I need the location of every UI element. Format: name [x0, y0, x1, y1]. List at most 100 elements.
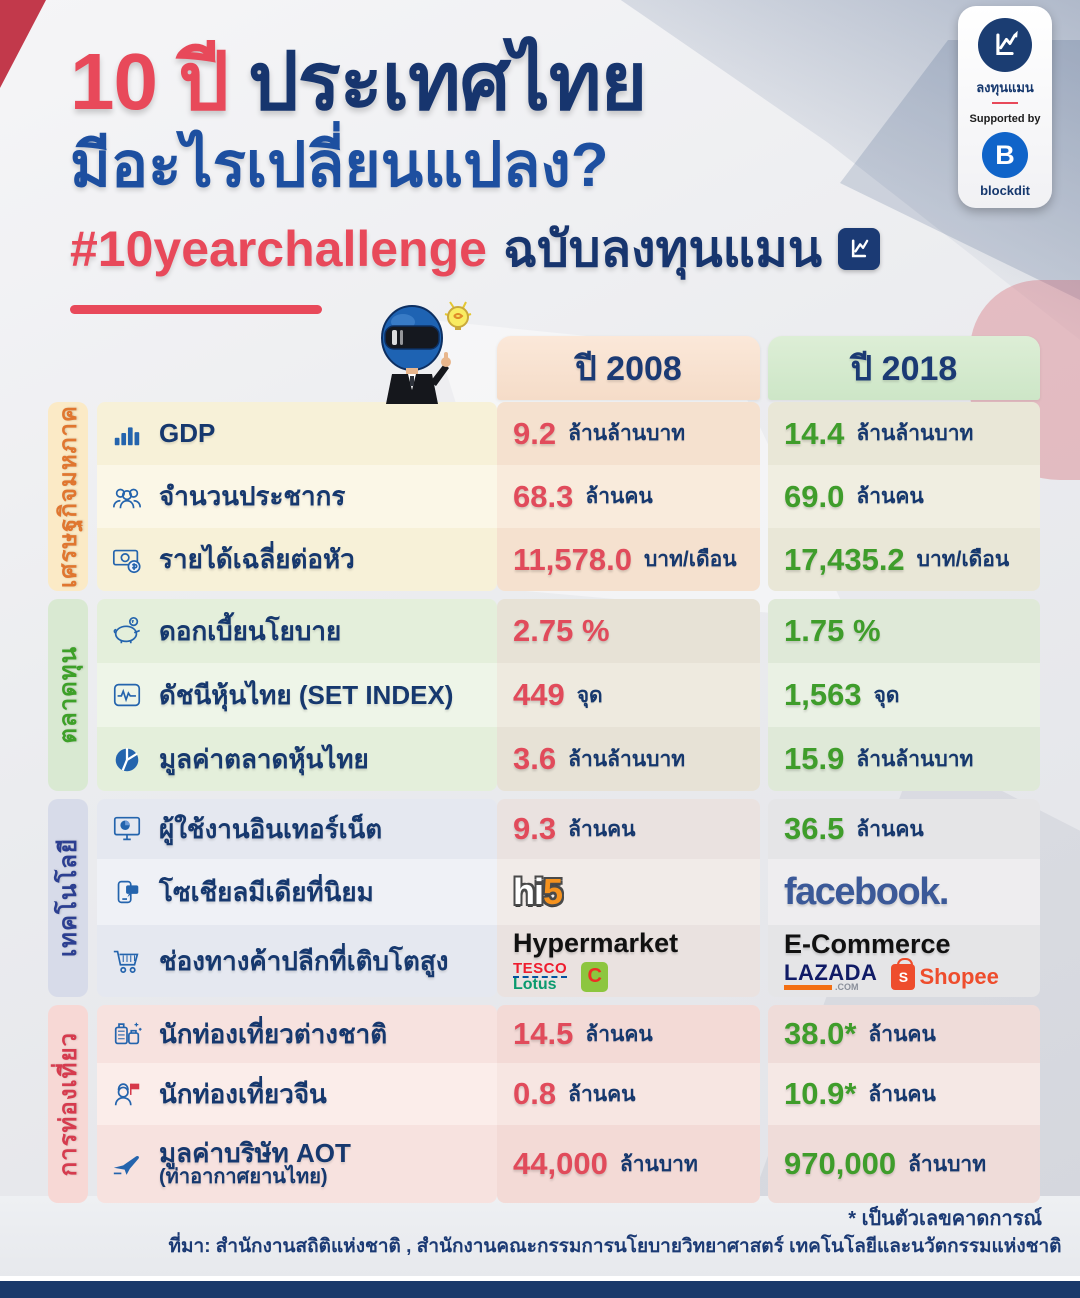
- value-2018: 1.75 %: [784, 613, 881, 648]
- unit-2008: ล้านล้านบาท: [568, 422, 686, 445]
- value-2008: 9.2: [513, 415, 557, 451]
- airplane-icon: [109, 1146, 145, 1182]
- row-label-sub: (ท่าอากาศยานไทย): [159, 1166, 328, 1189]
- value-2008: 9.3: [513, 811, 557, 846]
- unit-2018: จุด: [873, 683, 900, 707]
- lazada-logo-text: LAZADA: [784, 959, 878, 985]
- row-label: รายได้เฉลี่ยต่อหัว: [159, 544, 355, 575]
- unit-2018: ล้านคน: [868, 1082, 936, 1106]
- value-2018: 69.0: [784, 478, 845, 514]
- value-2018: 15.9: [784, 741, 845, 776]
- value-2008: 44,000: [513, 1146, 608, 1181]
- estimate-footnote: * เป็นตัวเลขคาดการณ์: [848, 1208, 1042, 1230]
- row-label: มูลค่าตลาดหุ้นไทย: [159, 743, 369, 774]
- lazada-com-text: .COM: [835, 982, 859, 993]
- row-label: GDP: [159, 418, 216, 449]
- table-row-set-index: ดัชนีหุ้นไทย (SET INDEX) 449 จุด 1,563 จุด: [97, 663, 1040, 727]
- row-label: โซเชียลมีเดียที่นิยม: [159, 876, 374, 907]
- row-label-main: มูลค่าบริษัท AOT: [159, 1138, 351, 1169]
- value-2018: 14.4: [784, 415, 845, 451]
- section-technology: เทคโนโลยี ผู้ใช้งานอินเทอร์เน็ต 9.3 ล้านค…: [48, 799, 1040, 997]
- publisher-badge: ลงทุนแมน Supported by B blockdit: [958, 6, 1052, 208]
- section-tourism: การท่องเที่ยว นักท่องเที่ยวต่างชาติ 14.5…: [48, 1005, 1040, 1203]
- value-2008: 449: [513, 677, 565, 712]
- value-2008: 68.3: [513, 478, 574, 514]
- hi5-logo-5: 5: [543, 871, 563, 912]
- shopee-logo: S Shopee: [891, 957, 999, 990]
- facebook-logo: facebook.: [784, 870, 949, 913]
- section-label-capital-market: ตลาดทุน: [48, 599, 88, 791]
- title-line3: #10yearchallenge ฉบับลงทุนแมน: [70, 210, 881, 289]
- table-row-income: รายได้เฉลี่ยต่อหัว 11,578.0 บาท/เดือน 17,…: [97, 528, 1040, 591]
- population-icon: [109, 479, 145, 515]
- tesco-lotus-logo: TESCO Lotus: [513, 959, 568, 994]
- blockdit-logo-icon: B: [982, 132, 1028, 178]
- longtunman-mascot: [372, 294, 478, 406]
- title-underline: [70, 304, 322, 314]
- section-label-text: การท่องเที่ยว: [54, 1031, 82, 1177]
- unit-2018: ล้านล้านบาท: [856, 422, 974, 445]
- unit-2018: ล้านคน: [868, 1022, 936, 1046]
- unit-2008: ล้านคน: [585, 1022, 653, 1046]
- row-label: ช่องทางค้าปลีกที่เติบโตสูง: [159, 945, 449, 976]
- row-label: ผู้ใช้งานอินเทอร์เน็ต: [159, 813, 383, 844]
- unit-2008: ล้านบาท: [619, 1152, 698, 1176]
- value-2008: 3.6: [513, 741, 557, 776]
- table-row-social-media: โซเชียลมีเดียที่นิยม hi5 facebook.: [97, 859, 1040, 925]
- bottom-navy-bar: [0, 1281, 1080, 1298]
- table-row-chinese-tourists: นักท่องเที่ยวจีน 0.8 ล้านคน 10.9* ล้านคน: [97, 1063, 1040, 1125]
- row-label: ดอกเบี้ยนโยบาย: [159, 615, 342, 646]
- section-label-macro-economy: เศรษฐกิจมหภาค: [48, 402, 88, 591]
- ecommerce-label: E-Commerce: [784, 928, 951, 959]
- hypermarket-label: Hypermarket: [513, 927, 679, 958]
- lazada-orange-bar: [784, 984, 832, 990]
- unit-2018: ล้านบาท: [908, 1152, 987, 1176]
- brand-name: ลงทุนแมน: [976, 80, 1034, 95]
- table-row-foreign-tourists: นักท่องเที่ยวต่างชาติ 14.5 ล้านคน 38.0* ล้…: [97, 1005, 1040, 1063]
- table-row-market-cap: มูลค่าตลาดหุ้นไทย 3.6 ล้านล้านบาท 15.9 ล้า…: [97, 727, 1040, 791]
- row-label: นักท่องเที่ยวต่างชาติ: [159, 1018, 388, 1049]
- table-header: ปี 2008 ปี 2018: [497, 336, 1040, 400]
- title-thailand: ประเทศไทย: [248, 37, 647, 126]
- title-line1: 10 ปี ประเทศไทย: [70, 37, 880, 126]
- unit-2008: ล้านล้านบาท: [568, 747, 686, 771]
- section-label-text: เทคโนโลยี: [54, 838, 82, 958]
- value-2018: 1,563: [784, 677, 862, 712]
- section-label-tourism: การท่องเที่ยว: [48, 1005, 88, 1203]
- hi5-logo-hi: hi: [513, 871, 544, 912]
- unit-2018: ล้านคน: [856, 485, 924, 508]
- shopee-logo-text: Shopee: [919, 963, 999, 989]
- chinese-tourist-icon: [109, 1076, 145, 1112]
- row-label: มูลค่าบริษัท AOT (ท่าอากาศยานไทย): [159, 1139, 351, 1189]
- title-line2: มีอะไรเปลี่ยนแปลง?: [70, 130, 609, 200]
- value-2018: 38.0*: [784, 1016, 857, 1051]
- section-label-text: เศรษฐกิจมหภาค: [54, 405, 82, 588]
- value-2018: 17,435.2: [784, 541, 905, 577]
- table-row-retail-channel: ช่องทางค้าปลีกที่เติบโตสูง Hypermarket T…: [97, 925, 1040, 997]
- section-capital-market: ตลาดทุน ดอกเบี้ยนโยบาย 2.75 % 1.75 % ดัช…: [48, 599, 1040, 791]
- bar-chart-icon: [109, 416, 145, 452]
- hashtag-10yearchallenge: #10yearchallenge: [70, 221, 487, 278]
- table-row-internet-users: ผู้ใช้งานอินเทอร์เน็ต 9.3 ล้านคน 36.5 ล้าน…: [97, 799, 1040, 859]
- unit-2008: ล้านคน: [568, 1082, 636, 1106]
- longtunman-logo-icon: [978, 18, 1032, 72]
- lazada-logo: LAZADA .COM: [784, 959, 878, 993]
- value-2018: 36.5: [784, 811, 845, 846]
- chart-logo-icon: [838, 228, 881, 271]
- income-icon: [109, 542, 145, 578]
- value-2008: 11,578.0: [513, 541, 632, 577]
- table-row-gdp: GDP 9.2 ล้านล้านบาท 14.4 ล้านล้านบาท: [97, 402, 1040, 465]
- comparison-table: ปี 2008 ปี 2018 เศรษฐกิจมหภาค GDP 9.2 ล้า…: [48, 336, 1040, 1211]
- supported-by-label: Supported by: [969, 113, 1041, 125]
- lightbulb-icon: [444, 301, 472, 330]
- unit-2008: บาท/เดือน: [643, 548, 737, 571]
- table-row-population: จำนวนประชากร 68.3 ล้านคน 69.0 ล้านคน: [97, 465, 1040, 528]
- title-block: 10 ปี ประเทศไทย มีอะไรเปลี่ยนแปลง? #10yea…: [70, 37, 881, 314]
- pie-chart-icon: [109, 741, 145, 777]
- row-label: นักท่องเที่ยวจีน: [159, 1078, 327, 1109]
- unit-2018: ล้านคน: [856, 817, 924, 841]
- title-10pi: 10 ปี: [70, 37, 229, 126]
- lotus-logo-text: Lotus: [513, 976, 557, 994]
- tesco-logo-text: TESCO: [513, 959, 568, 979]
- column-header-2008: ปี 2008: [497, 336, 760, 400]
